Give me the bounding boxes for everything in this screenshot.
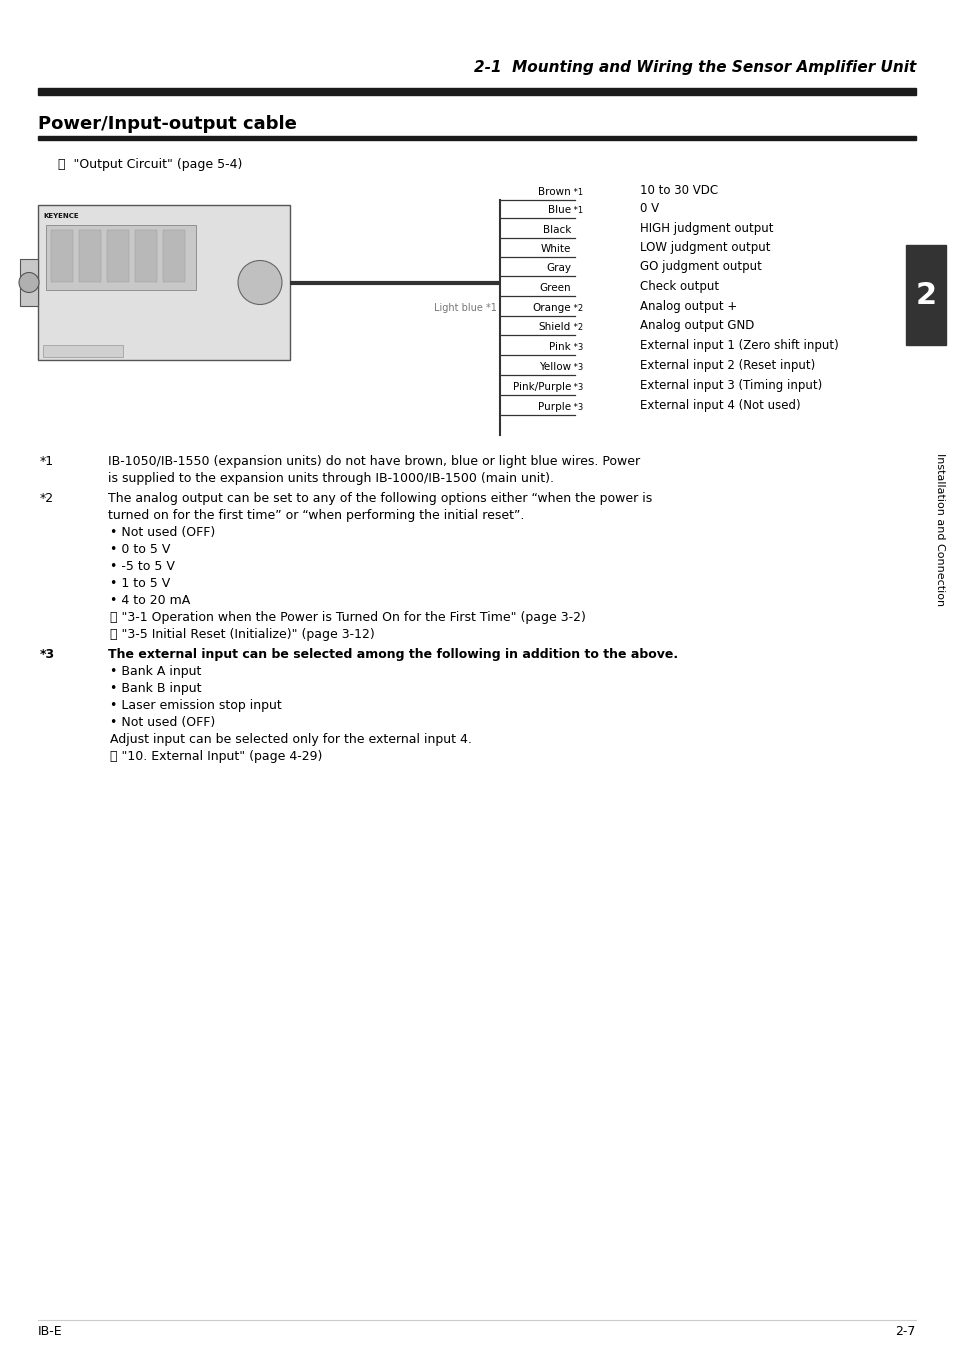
Text: Check output: Check output [639,280,719,293]
Text: *3: *3 [571,403,582,412]
Bar [38,137,915,141]
Text: Black: Black [542,224,571,235]
Circle shape [237,261,282,304]
Text: *3: *3 [571,343,582,352]
Text: 2-7: 2-7 [895,1325,915,1338]
Text: ⧉  "Output Circuit" (page 5-4): ⧉ "Output Circuit" (page 5-4) [58,158,242,170]
Text: Analog output +: Analog output + [639,300,737,314]
Text: KEYENCE: KEYENCE [43,214,78,219]
Text: • 0 to 5 V: • 0 to 5 V [110,544,171,556]
Circle shape [19,273,39,292]
Text: Light blue *1: Light blue *1 [434,303,497,314]
Text: Brown: Brown [537,187,571,197]
Text: White: White [540,243,571,254]
Text: *3: *3 [40,648,55,661]
Bar [905,245,945,345]
Bar [46,224,195,289]
Text: IB-E: IB-E [38,1325,63,1338]
Text: GO judgment output: GO judgment output [639,260,761,273]
Text: • 4 to 20 mA: • 4 to 20 mA [110,594,190,607]
Text: *2: *2 [571,323,582,333]
Text: Green: Green [538,283,571,293]
Text: ⧉ "10. External Input" (page 4-29): ⧉ "10. External Input" (page 4-29) [110,750,322,763]
Bar [163,230,185,283]
Text: External input 1 (Zero shift input): External input 1 (Zero shift input) [639,339,838,352]
Text: Shield: Shield [538,322,571,333]
Text: *2: *2 [40,492,54,506]
Text: Analog output GND: Analog output GND [639,319,754,333]
Text: Adjust input can be selected only for the external input 4.: Adjust input can be selected only for th… [110,733,472,746]
Text: Blue: Blue [547,206,571,215]
Text: IB-1050/IB-1550 (expansion units) do not have brown, blue or light blue wires. P: IB-1050/IB-1550 (expansion units) do not… [108,456,639,468]
Text: Power/Input-output cable: Power/Input-output cable [38,115,296,132]
Text: External input 2 (Reset input): External input 2 (Reset input) [639,360,815,372]
Text: Orange: Orange [532,303,571,314]
Text: *1: *1 [40,456,54,468]
Text: *3: *3 [571,383,582,392]
Text: 2-1  Mounting and Wiring the Sensor Amplifier Unit: 2-1 Mounting and Wiring the Sensor Ampli… [474,59,915,74]
Text: • Bank B input: • Bank B input [110,681,201,695]
Text: ⧉ "3-1 Operation when the Power is Turned On for the First Time" (page 3-2): ⧉ "3-1 Operation when the Power is Turne… [110,611,585,625]
Bar [51,230,73,283]
Text: Gray: Gray [545,264,571,273]
Text: 2: 2 [915,280,936,310]
Text: *1: *1 [571,206,582,215]
Text: *1: *1 [571,188,582,197]
Bar [38,88,915,95]
Text: is supplied to the expansion units through IB-1000/IB-1500 (main unit).: is supplied to the expansion units throu… [108,472,554,485]
Text: • Not used (OFF): • Not used (OFF) [110,526,215,539]
Text: ⧉ "3-5 Initial Reset (Initialize)" (page 3-12): ⧉ "3-5 Initial Reset (Initialize)" (page… [110,627,375,641]
Text: • Bank A input: • Bank A input [110,665,201,677]
Text: Pink: Pink [549,342,571,352]
Bar [43,345,123,357]
Text: The external input can be selected among the following in addition to the above.: The external input can be selected among… [108,648,678,661]
Text: *2: *2 [571,304,582,314]
Text: turned on for the first time” or “when performing the initial reset”.: turned on for the first time” or “when p… [108,508,524,522]
Bar [135,230,157,283]
Text: Pink/Purple: Pink/Purple [512,383,571,392]
Text: LOW judgment output: LOW judgment output [639,241,770,254]
Text: Yellow: Yellow [538,362,571,372]
Text: Installation and Connection: Installation and Connection [934,453,944,607]
Bar [79,230,101,283]
Text: IB series: IB series [48,350,71,356]
Text: Purple: Purple [537,402,571,412]
Text: External input 3 (Timing input): External input 3 (Timing input) [639,379,821,392]
Text: The analog output can be set to any of the following options either “when the po: The analog output can be set to any of t… [108,492,652,506]
Text: HIGH judgment output: HIGH judgment output [639,222,773,235]
Text: 10 to 30 VDC: 10 to 30 VDC [639,184,718,197]
Text: • Not used (OFF): • Not used (OFF) [110,717,215,729]
Bar [20,260,38,306]
Bar [38,206,290,360]
Bar [107,230,129,283]
Text: • -5 to 5 V: • -5 to 5 V [110,560,174,573]
Text: *3: *3 [571,362,582,372]
Text: • 1 to 5 V: • 1 to 5 V [110,577,170,589]
Text: • Laser emission stop input: • Laser emission stop input [110,699,281,713]
Text: 0 V: 0 V [639,201,659,215]
Text: External input 4 (Not used): External input 4 (Not used) [639,399,800,412]
